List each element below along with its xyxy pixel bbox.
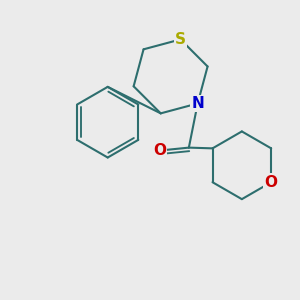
Text: S: S	[175, 32, 186, 47]
Text: O: O	[153, 143, 166, 158]
Text: N: N	[191, 96, 204, 111]
Text: O: O	[265, 175, 278, 190]
